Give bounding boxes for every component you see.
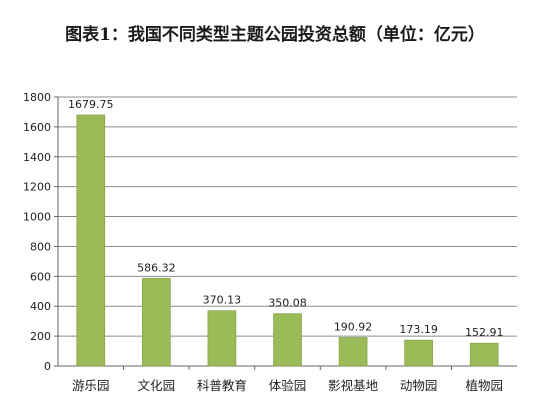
data-label: 173.19 bbox=[399, 323, 438, 336]
x-tick-label: 植物园 bbox=[465, 378, 503, 393]
x-tick-labels: 游乐园 文化园 科普教育 体验园 影视基地 动物园 植物园 bbox=[72, 378, 503, 393]
y-tick-label: 1600 bbox=[23, 121, 51, 134]
data-label: 586.32 bbox=[137, 261, 176, 274]
chart-title: 图表1：我国不同类型主题公园投资总额（单位：亿元） bbox=[65, 25, 485, 45]
y-tick-label: 1800 bbox=[23, 91, 51, 104]
data-label: 190.92 bbox=[334, 320, 373, 333]
bar bbox=[207, 310, 237, 367]
x-tick-label: 文化园 bbox=[138, 378, 176, 393]
y-tick-label: 0 bbox=[44, 360, 51, 373]
data-label: 1679.75 bbox=[68, 98, 114, 111]
y-tick-label: 200 bbox=[30, 330, 51, 343]
bar bbox=[338, 337, 368, 367]
bar bbox=[142, 278, 171, 367]
x-tick-label: 科普教育 bbox=[197, 378, 247, 393]
bar bbox=[469, 342, 499, 367]
y-tick-label: 600 bbox=[30, 270, 51, 283]
y-tick-label: 800 bbox=[30, 240, 51, 253]
x-tick-label: 体验园 bbox=[269, 378, 307, 393]
bars bbox=[76, 114, 499, 367]
y-tick-labels: 0 200 400 600 800 1000 1200 1400 1600 1800 bbox=[23, 91, 51, 373]
data-labels: 1679.75 586.32 370.13 350.08 190.92 173.19 152… bbox=[68, 98, 503, 339]
y-tick-label: 1000 bbox=[23, 211, 51, 224]
data-label: 350.08 bbox=[268, 297, 307, 310]
bar bbox=[404, 339, 433, 367]
x-tick-label: 游乐园 bbox=[72, 378, 110, 393]
y-tick-label: 400 bbox=[30, 300, 51, 313]
data-label: 370.13 bbox=[203, 294, 242, 307]
x-tick-label: 影视基地 bbox=[328, 378, 379, 393]
bar bbox=[76, 114, 106, 367]
data-label: 152.91 bbox=[465, 326, 504, 339]
bar bbox=[273, 313, 302, 367]
y-tick-label: 1200 bbox=[23, 181, 51, 194]
y-tick-label: 1400 bbox=[23, 151, 51, 164]
x-tick-label: 动物园 bbox=[400, 378, 438, 393]
axes bbox=[54, 96, 517, 370]
